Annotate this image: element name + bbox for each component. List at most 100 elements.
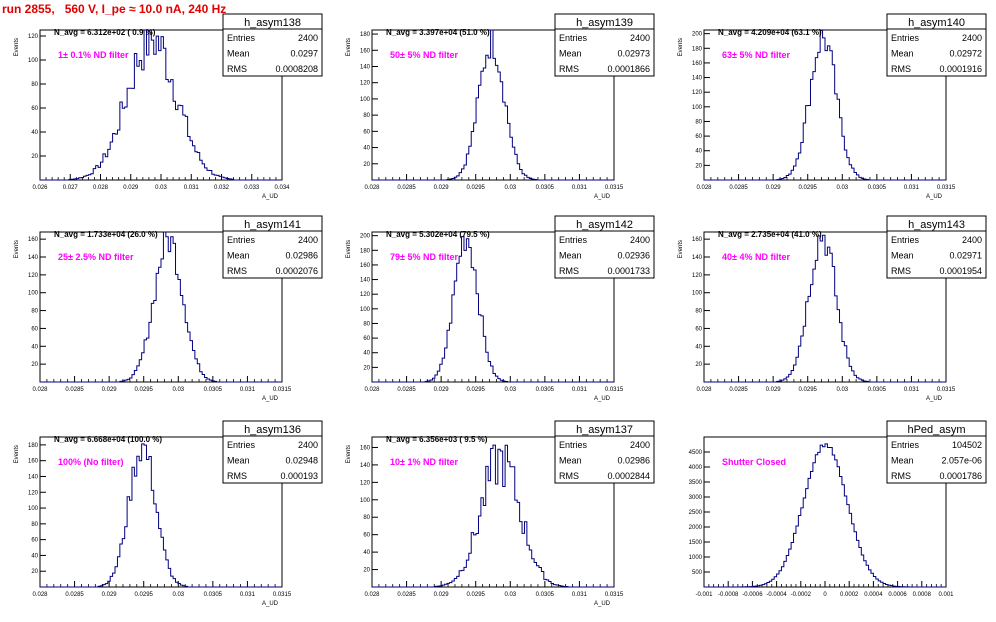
- stats-box: h_asym140 Entries 2400 Mean 0.02972 RMS 0.0001…: [886, 13, 987, 77]
- x-tick-label: 0.0305: [868, 387, 887, 393]
- y-tick-label: 40: [31, 553, 38, 559]
- stat-value-entries: 2400: [962, 235, 982, 245]
- x-tick-label: 0.028: [364, 592, 380, 598]
- x-tick-label: 0.029: [766, 185, 782, 191]
- histogram-line: [372, 444, 614, 588]
- y-tick-label: 2500: [689, 510, 703, 516]
- x-tick-label: 0.0315: [937, 387, 956, 393]
- stat-key-mean: Mean: [891, 251, 914, 261]
- y-axis-title: Events: [346, 445, 352, 463]
- x-tick-label: 0.029: [434, 185, 450, 191]
- plot-frame: [39, 436, 283, 588]
- stat-value-mean: 0.02972: [949, 49, 982, 59]
- x-tick-label: 0.031: [572, 387, 588, 393]
- x-tick-label: 0.0315: [605, 592, 624, 598]
- x-tick-label: 0.0285: [729, 185, 748, 191]
- x-axis-title: A_UD: [926, 396, 943, 402]
- stat-value-rms: 0.0008208: [275, 64, 318, 74]
- x-tick-label: 0.0285: [65, 387, 84, 393]
- x-axis-title: A_UD: [594, 396, 611, 402]
- histogram-line: [40, 231, 282, 383]
- stats-box-frame: [554, 13, 655, 77]
- y-tick-label: 120: [692, 273, 703, 279]
- y-tick-label: 140: [692, 76, 703, 82]
- y-tick-label: 140: [360, 463, 371, 469]
- x-tick-label: 0.028: [364, 387, 380, 393]
- x-tick-label: 0.028: [32, 387, 48, 393]
- histogram-panel-h_asym142: 0.028 0.0285 0.029 0.0295 0.03 0.0305 0.031 0.0…: [346, 215, 655, 402]
- x-tick-label: 0.0008: [913, 592, 932, 598]
- x-tick-label: 0.03: [504, 592, 516, 598]
- x-tick-label: 0.0305: [536, 592, 555, 598]
- y-tick-label: 160: [692, 237, 703, 243]
- stat-key-mean: Mean: [559, 49, 582, 59]
- y-tick-label: 60: [695, 134, 702, 140]
- stats-box: hPed_asym Entries 104502 Mean 2.057e-06 RMS 0.…: [886, 420, 987, 484]
- plot-frame: [703, 231, 947, 383]
- stats-box-frame: [886, 215, 987, 279]
- x-tick-label: 0.03: [504, 185, 516, 191]
- stat-value-mean: 0.02948: [285, 456, 318, 466]
- stat-value-mean: 0.02973: [617, 49, 650, 59]
- y-tick-label: 160: [360, 263, 371, 269]
- histogram-name: h_asym142: [576, 219, 633, 231]
- x-tick-label: 0.0285: [729, 387, 748, 393]
- x-tick-label: 0.029: [434, 387, 450, 393]
- x-axis-title: A_UD: [262, 396, 279, 402]
- y-tick-label: 160: [360, 48, 371, 54]
- histogram-line: [372, 236, 614, 383]
- stats-box: h_asym142 Entries 2400 Mean 0.02936 RMS 0.0001…: [554, 215, 655, 279]
- stat-key-mean: Mean: [227, 251, 250, 261]
- y-tick-label: 100: [692, 105, 703, 111]
- x-tick-label: 0.0305: [868, 185, 887, 191]
- filter-label: Shutter Closed: [722, 457, 786, 467]
- x-tick-label: 0.0305: [536, 387, 555, 393]
- filter-label: 100% (No filter): [58, 457, 124, 467]
- stat-key-mean: Mean: [559, 251, 582, 261]
- histogram-panel-h_asym140: 0.028 0.0285 0.029 0.0295 0.03 0.0305 0.031 0.0…: [678, 13, 987, 200]
- y-tick-label: 200: [692, 32, 703, 38]
- y-tick-label: 140: [28, 255, 39, 261]
- y-axis-title: Events: [346, 38, 352, 56]
- y-tick-label: 20: [31, 362, 38, 368]
- y-tick-label: 4500: [689, 450, 703, 456]
- histogram-name: h_asym137: [576, 424, 633, 436]
- stat-key-entries: Entries: [559, 235, 588, 245]
- stat-value-mean: 0.02971: [949, 251, 982, 261]
- y-tick-label: 60: [363, 533, 370, 539]
- navg-label: N_avg = 4.209e+04 (63.1 %): [718, 28, 822, 37]
- filter-label: 63± 5% ND filter: [722, 50, 790, 60]
- filter-label: 10± 1% ND filter: [390, 457, 458, 467]
- histogram-name: h_asym136: [244, 424, 301, 436]
- stats-box: h_asym138 Entries 2400 Mean 0.0297 RMS 0.00082…: [222, 13, 323, 77]
- x-tick-label: 0.031: [240, 387, 256, 393]
- stat-key-rms: RMS: [891, 471, 911, 481]
- navg-label: N_avg = 5.302e+04 (79.5 %): [386, 230, 490, 239]
- histogram-name: h_asym138: [244, 17, 301, 29]
- x-tick-label: 0.0305: [204, 592, 223, 598]
- y-tick-label: 60: [363, 129, 370, 135]
- y-tick-label: 60: [31, 326, 38, 332]
- y-tick-label: 60: [363, 336, 370, 342]
- plot-frame: [39, 231, 283, 383]
- y-tick-label: 20: [31, 569, 38, 575]
- stat-value-rms: 0.0001733: [607, 266, 650, 276]
- y-tick-label: 140: [360, 64, 371, 70]
- x-tick-label: 0.028: [93, 185, 109, 191]
- histogram-line: [40, 29, 282, 181]
- x-tick-label: 0.029: [102, 592, 118, 598]
- filter-label: 50± 5% ND filter: [390, 50, 458, 60]
- stat-key-mean: Mean: [227, 49, 250, 59]
- y-tick-label: 3000: [689, 495, 703, 501]
- stat-value-rms: 0.0001954: [939, 266, 982, 276]
- x-tick-label: 0.0295: [135, 387, 154, 393]
- stat-key-rms: RMS: [227, 471, 247, 481]
- y-tick-label: 20: [363, 568, 370, 574]
- plot-frame: [703, 29, 947, 181]
- stat-value-rms: 0.0001916: [939, 64, 982, 74]
- x-tick-label: 0.031: [572, 592, 588, 598]
- x-tick-label: 0.0285: [397, 387, 416, 393]
- y-tick-label: 40: [695, 344, 702, 350]
- stats-box-frame: [222, 215, 323, 279]
- x-tick-label: 0.034: [274, 185, 290, 191]
